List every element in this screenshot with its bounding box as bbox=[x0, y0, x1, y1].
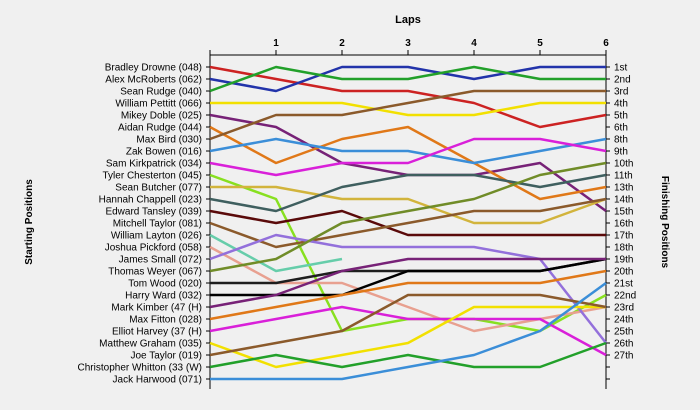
x-tick-label: 5 bbox=[537, 38, 543, 49]
series-lines bbox=[209, 65, 607, 381]
finish-label: 6th bbox=[614, 123, 628, 134]
series-line bbox=[209, 137, 607, 165]
series-line bbox=[209, 89, 606, 141]
start-label: Max Bird (030) bbox=[136, 135, 202, 146]
series-line bbox=[209, 65, 606, 93]
finish-label: 27th bbox=[614, 351, 633, 362]
finish-label: 5th bbox=[614, 111, 628, 122]
series-line bbox=[209, 137, 607, 177]
finish-label: 19th bbox=[614, 255, 633, 266]
finish-label: 18th bbox=[614, 243, 633, 254]
x-tick-labels: 1 2 3 4 5 6 bbox=[273, 38, 609, 49]
finishing-position-labels: 1st2nd3rd4th5th6th8th9th10th11th13th14th… bbox=[614, 63, 636, 362]
series-line bbox=[209, 233, 343, 273]
start-label: Hannah Chappell (023) bbox=[99, 195, 202, 206]
start-label: Tyler Chesterton (045) bbox=[103, 171, 203, 182]
start-label: Sean Rudge (040) bbox=[120, 87, 202, 98]
series-line bbox=[209, 305, 607, 357]
finish-label: 16th bbox=[614, 219, 633, 230]
finish-label: 10th bbox=[614, 159, 633, 170]
finish-label: 21st bbox=[614, 279, 633, 290]
start-label: Harry Ward (032) bbox=[125, 291, 202, 302]
axes bbox=[206, 50, 610, 389]
series-line bbox=[209, 257, 606, 309]
start-label: Thomas Weyer (067) bbox=[108, 267, 202, 278]
start-label: Sam Kirkpatrick (034) bbox=[106, 159, 202, 170]
x-tick-label: 1 bbox=[273, 38, 279, 49]
x-tick-label: 4 bbox=[471, 38, 477, 49]
finish-label: 22nd bbox=[614, 291, 636, 302]
x-tick-label: 3 bbox=[405, 38, 411, 49]
finish-label: 24th bbox=[614, 315, 633, 326]
series-line bbox=[210, 257, 607, 297]
finish-label: 20th bbox=[614, 267, 633, 278]
series-line bbox=[209, 293, 607, 357]
finish-label: 9th bbox=[614, 147, 628, 158]
finish-label: 2nd bbox=[614, 75, 631, 86]
start-label: Jack Harwood (071) bbox=[113, 375, 202, 386]
chart-title: Laps bbox=[395, 14, 421, 26]
series-line bbox=[209, 125, 607, 201]
series-line bbox=[209, 305, 606, 369]
y-axis-label-left: Starting Positions bbox=[24, 179, 35, 265]
start-label: Bradley Drowne (048) bbox=[105, 63, 202, 74]
start-label: Matthew Graham (035) bbox=[99, 339, 202, 350]
start-label: Zak Bowen (016) bbox=[126, 147, 202, 158]
series-line bbox=[210, 281, 607, 381]
x-tick-label: 2 bbox=[339, 38, 345, 49]
finish-label: 3rd bbox=[614, 87, 628, 98]
series-line bbox=[209, 161, 607, 273]
series-line bbox=[209, 209, 606, 237]
start-label: Mitchell Taylor (081) bbox=[113, 219, 202, 230]
finish-label: 11th bbox=[614, 171, 633, 182]
finish-label: 26th bbox=[614, 339, 633, 350]
series-line bbox=[209, 65, 607, 129]
series-line bbox=[209, 197, 607, 249]
finish-label: 23rd bbox=[614, 303, 634, 314]
finish-label: 1st bbox=[614, 63, 628, 74]
starting-position-labels: Bradley Drowne (048)Alex McRoberts (062)… bbox=[78, 63, 202, 386]
y-axis-label-right: Finishing Positions bbox=[659, 176, 670, 269]
series-line bbox=[209, 269, 607, 321]
finish-label: 25th bbox=[614, 327, 633, 338]
start-label: Christopher Whitton (33 (W) bbox=[78, 363, 202, 374]
start-label: Mikey Doble (025) bbox=[121, 111, 202, 122]
finish-label: 17th bbox=[614, 231, 633, 242]
start-label: Aidan Rudge (044) bbox=[118, 123, 202, 134]
x-tick-label: 6 bbox=[603, 38, 609, 49]
start-label: Tom Wood (020) bbox=[128, 279, 202, 290]
series-line bbox=[209, 65, 606, 93]
series-line bbox=[209, 341, 607, 369]
start-label: Joshua Pickford (058) bbox=[105, 243, 202, 254]
start-label: William Layton (026) bbox=[111, 231, 202, 242]
series-line bbox=[209, 173, 607, 213]
finish-label: 8th bbox=[614, 135, 628, 146]
start-label: Edward Tansley (039) bbox=[105, 207, 202, 218]
finish-label: 13th bbox=[614, 183, 633, 194]
series-line bbox=[210, 101, 606, 117]
start-label: Alex McRoberts (062) bbox=[105, 75, 202, 86]
finish-label: 15th bbox=[614, 207, 633, 218]
start-label: Max Fitton (028) bbox=[129, 315, 202, 326]
start-label: Sean Butcher (077) bbox=[115, 183, 202, 194]
start-label: Elliot Harvey (37 (H) bbox=[112, 327, 202, 338]
series-line bbox=[210, 185, 607, 225]
finish-label: 4th bbox=[614, 99, 628, 110]
finish-label: 14th bbox=[614, 195, 633, 206]
start-label: James Small (072) bbox=[119, 255, 202, 266]
start-label: Mark Kimber (47 (H) bbox=[111, 303, 202, 314]
start-label: Joe Taylor (019) bbox=[130, 351, 202, 362]
start-label: William Pettitt (066) bbox=[115, 99, 202, 110]
